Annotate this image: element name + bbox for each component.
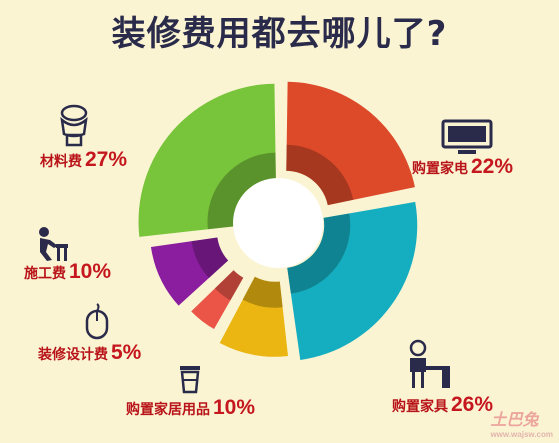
slice-0 bbox=[286, 81, 415, 206]
slice-ribbon-2 bbox=[242, 276, 283, 308]
slice-1 bbox=[287, 201, 418, 361]
donut-hole bbox=[233, 178, 323, 268]
label-furniture: 购置家具 26% bbox=[392, 393, 493, 417]
label-materials: 材料费 27% bbox=[40, 148, 127, 172]
label-appliances: 购置家电 22% bbox=[412, 155, 513, 179]
slice-5 bbox=[138, 83, 276, 237]
watermark: 土巴兔 www.wajsw.com bbox=[490, 406, 553, 439]
slice-ribbon-4 bbox=[191, 237, 229, 278]
toilet-icon bbox=[60, 104, 88, 147]
slice-ribbon-0 bbox=[286, 144, 354, 206]
slice-value-household: 10% bbox=[213, 396, 256, 419]
slice-label-materials: 材料费 bbox=[40, 154, 82, 170]
cup-icon bbox=[180, 366, 200, 394]
label-construction: 施工费 10% bbox=[24, 260, 111, 284]
watermark-text: 土巴兔 bbox=[490, 412, 539, 429]
slice-value-design: 5% bbox=[111, 341, 142, 364]
watermark-url: www.wajsw.com bbox=[490, 430, 553, 439]
label-design: 装修设计费 5% bbox=[38, 341, 141, 365]
label-household: 购置家居用品 10% bbox=[126, 396, 255, 420]
slice-label-household: 购置家居用品 bbox=[126, 402, 210, 418]
slice-ribbon-3 bbox=[214, 270, 244, 301]
slice-value-furniture: 26% bbox=[451, 393, 494, 416]
slice-value-materials: 27% bbox=[85, 148, 128, 171]
slice-value-construction: 10% bbox=[69, 260, 112, 283]
slice-label-construction: 施工费 bbox=[24, 266, 66, 282]
slice-label-furniture: 购置家具 bbox=[392, 399, 448, 415]
tv-icon bbox=[441, 119, 493, 154]
slice-label-appliances: 购置家电 bbox=[412, 161, 468, 177]
slice-label-design: 装修设计费 bbox=[38, 347, 108, 363]
worker-icon bbox=[39, 227, 68, 261]
slice-value-appliances: 22% bbox=[471, 155, 514, 178]
desk-chair-icon bbox=[409, 339, 450, 388]
slice-ribbon-1 bbox=[287, 213, 351, 294]
slice-ribbon-5 bbox=[207, 152, 276, 230]
chart-title: 装修费用都去哪儿了? bbox=[111, 14, 448, 54]
mouse-icon bbox=[85, 303, 109, 340]
